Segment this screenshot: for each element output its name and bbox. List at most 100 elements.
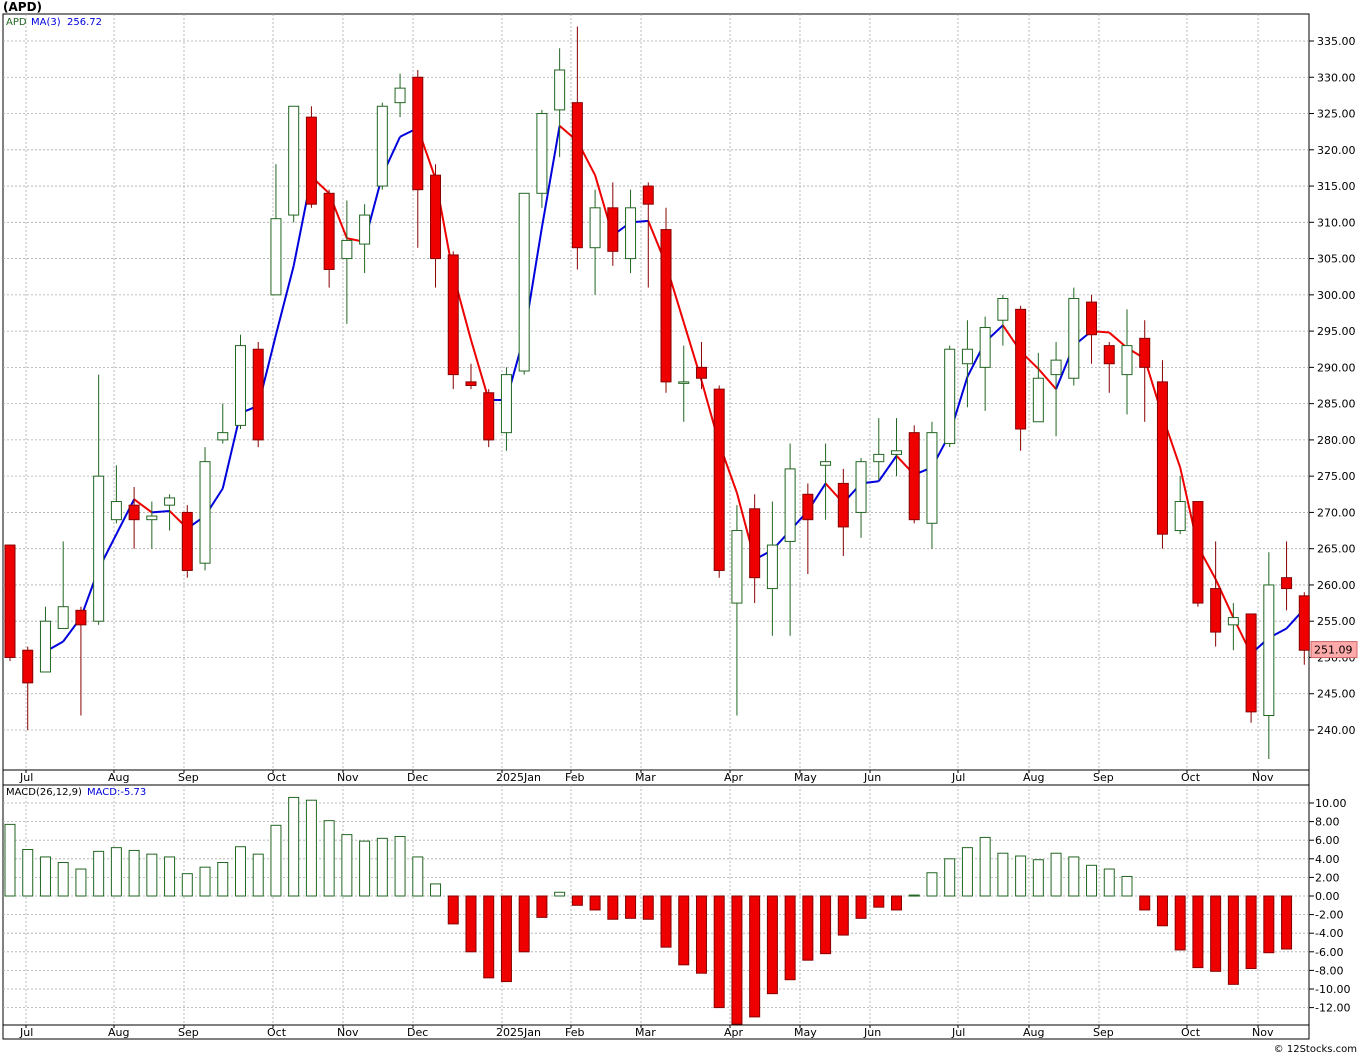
candle-body (1139, 337, 1151, 368)
macd-bar (199, 866, 211, 897)
candle-body (571, 102, 583, 249)
candle (270, 164, 282, 296)
macd-bar (110, 847, 122, 897)
ma-segment (1037, 368, 1057, 390)
macd-tick-label: 4.00 (1315, 853, 1340, 866)
price-tick-label: 270.00 (1317, 506, 1356, 519)
candle (483, 389, 495, 448)
candle-body (731, 530, 743, 604)
price-tick-label: 280.00 (1317, 434, 1356, 447)
candle (855, 458, 867, 538)
price-x-axis-labels: Jul Aug Sep Oct Nov Dec 2025Jan Feb Mar Apr May Jun… (19, 770, 1274, 784)
macd-x-label: Jul (951, 1026, 965, 1039)
macd-tick-label: 2.00 (1315, 871, 1340, 884)
candle-body (217, 432, 229, 441)
macd-tick-label: 8.00 (1315, 816, 1340, 829)
macd-bar (589, 895, 601, 911)
candle (1281, 541, 1293, 611)
candle-body (518, 192, 530, 372)
candle (926, 421, 938, 549)
macd-bar (447, 895, 459, 925)
candle (607, 182, 619, 266)
price-axis-ticks: 240.00245.00250.00255.00260.00265.00270.… (1309, 35, 1356, 737)
candle-body (305, 116, 317, 205)
macd-x-label: Mar (635, 1026, 656, 1039)
macd-bar (536, 895, 548, 918)
macd-bar (359, 840, 371, 897)
candle (642, 182, 654, 288)
candle-body (695, 366, 707, 379)
price-tick-label: 300.00 (1317, 289, 1356, 302)
price-tick-label: 260.00 (1317, 579, 1356, 592)
macd-bar (554, 891, 566, 897)
candle (430, 164, 442, 288)
candle (4, 544, 16, 662)
candle (1068, 287, 1080, 386)
macd-bar (430, 883, 442, 897)
macd-bar (181, 873, 193, 897)
macd-bar (1227, 895, 1239, 985)
candle-body (1086, 301, 1098, 336)
candle (22, 646, 34, 730)
macd-bar (1210, 895, 1222, 972)
macd-bar (93, 850, 105, 897)
macd-bar (731, 895, 743, 1025)
candle-body (944, 348, 956, 445)
macd-bar (483, 895, 495, 979)
macd-x-label: Sep (178, 1026, 199, 1039)
price-x-label: Jun (863, 771, 881, 784)
candle-body (93, 475, 105, 622)
candle (1156, 360, 1168, 549)
price-x-label: Sep (1093, 771, 1114, 784)
macd-bar (1174, 895, 1186, 951)
price-x-label: Aug (1023, 771, 1044, 784)
candle-body (766, 544, 778, 590)
candle (288, 105, 300, 223)
candle-body (1192, 501, 1204, 604)
chart-title: (APD) (3, 0, 42, 14)
candle (164, 494, 176, 531)
candle-body (447, 254, 459, 376)
ma-segment (274, 265, 295, 335)
macd-bar (926, 872, 938, 897)
macd-x-label: 2025Jan (496, 1026, 541, 1039)
macd-bar (341, 834, 353, 897)
macd-bar (1281, 895, 1293, 950)
candle-body (500, 374, 512, 434)
price-tick-label: 330.00 (1317, 71, 1356, 84)
macd-bar (234, 846, 246, 897)
macd-bar (1245, 895, 1257, 970)
candle-body (749, 508, 761, 579)
candle-body (1156, 381, 1168, 535)
candle (536, 109, 548, 208)
candle-body (110, 501, 122, 521)
last-price-label: 251.09 (1314, 644, 1353, 657)
macd-tick-label: 0.00 (1315, 890, 1340, 903)
price-x-label: Jul (951, 771, 965, 784)
candle-body (181, 511, 193, 571)
candle (93, 374, 105, 625)
price-x-label: Sep (178, 771, 199, 784)
candle (376, 102, 388, 190)
candle-body (554, 69, 566, 111)
legend-macd-label: MACD(26,12,9) (6, 787, 82, 798)
price-x-label: 2025Jan (496, 771, 541, 784)
macd-bar (766, 895, 778, 995)
candle-body (1245, 613, 1257, 713)
macd-bar (961, 847, 973, 897)
macd-bar (500, 895, 512, 983)
macd-bar (252, 853, 264, 897)
candle-body (678, 381, 690, 384)
price-x-label: Dec (407, 771, 428, 784)
candle-body (642, 185, 654, 205)
candle-body (75, 609, 87, 626)
macd-axis-ticks: 10.00 8.00 6.00 4.00 2.00 0.00 -2.00 -4.00 -… (1309, 797, 1350, 1015)
macd-bar (323, 820, 335, 897)
macd-bar (4, 823, 16, 897)
candle-body (323, 192, 335, 270)
macd-bars (4, 796, 1293, 1025)
macd-bar (128, 849, 140, 897)
candle-body (802, 493, 814, 521)
macd-bar (979, 836, 991, 897)
price-tick-label: 325.00 (1317, 108, 1356, 121)
